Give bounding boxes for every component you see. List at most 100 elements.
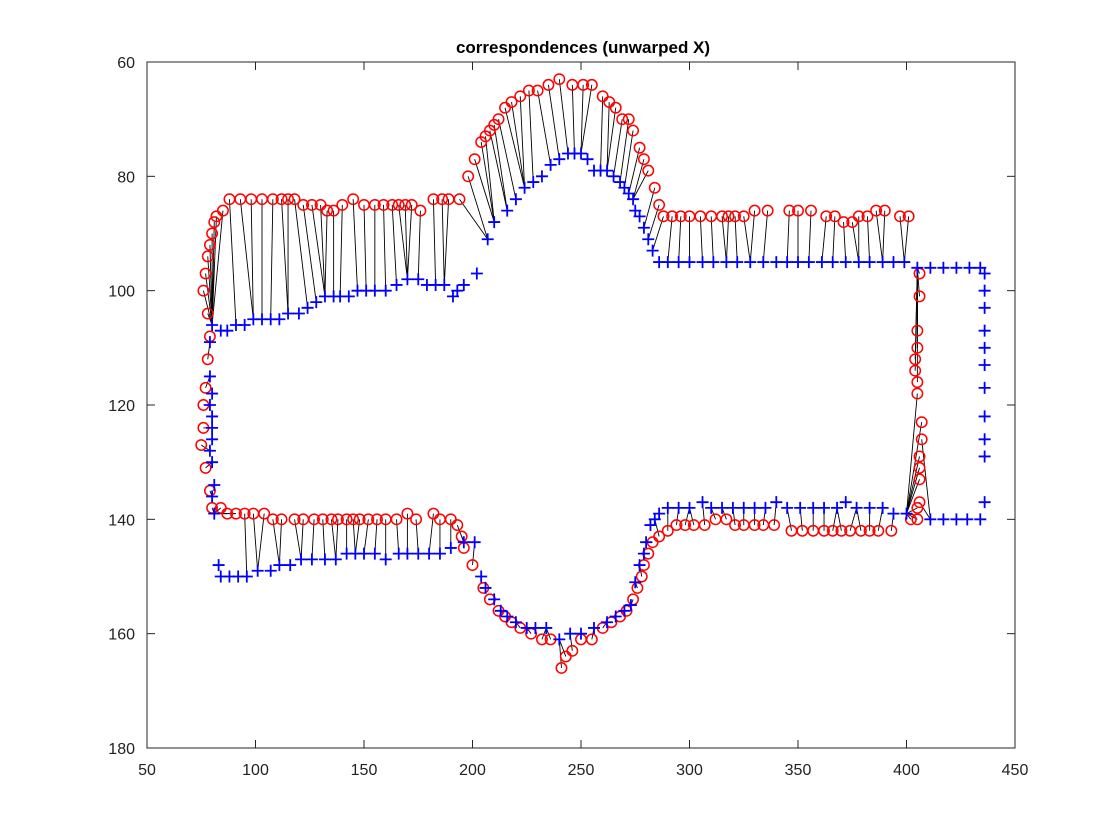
plus-point <box>284 559 297 572</box>
circle-point <box>679 519 692 531</box>
circle-point <box>852 210 865 223</box>
circle-point <box>453 193 466 206</box>
plus-point <box>488 216 501 229</box>
correspondence-line <box>558 79 569 154</box>
correspondence-line <box>322 519 326 560</box>
y-tick-label: 160 <box>108 627 135 644</box>
circle-point <box>648 181 661 194</box>
correspondence-line <box>205 273 213 326</box>
plus-point <box>683 501 696 514</box>
circle-point <box>401 507 414 520</box>
circle-point <box>414 204 427 217</box>
circle-point <box>909 353 922 366</box>
correspondence-line <box>906 507 918 515</box>
circle-point <box>305 198 318 211</box>
plus-point <box>273 559 286 572</box>
circle-point <box>197 284 210 297</box>
circle-point <box>911 387 924 400</box>
circle-point <box>275 193 288 206</box>
y-tick-label: 120 <box>108 398 135 415</box>
circle-point <box>716 210 728 223</box>
x-tick-label: 250 <box>568 762 595 779</box>
correspondence-line <box>906 393 918 514</box>
circle-point <box>885 524 898 537</box>
plus-point <box>863 501 876 514</box>
x-tick-label: 100 <box>242 762 269 779</box>
circle-point <box>642 164 655 177</box>
plus-point <box>379 553 392 566</box>
correspondence-line <box>489 130 508 211</box>
plus-point <box>540 621 553 634</box>
circle-point <box>783 204 796 217</box>
plus-point <box>961 513 974 526</box>
correspondence-line <box>281 199 289 314</box>
circle-point <box>737 210 750 223</box>
circle-point <box>282 193 294 206</box>
correspondence-line <box>519 96 526 188</box>
circle-point <box>327 204 340 217</box>
plus-point <box>924 261 937 274</box>
correspondence-line <box>250 199 254 320</box>
circle-point <box>203 238 216 251</box>
circle-point <box>308 513 321 526</box>
circle-point <box>553 73 566 86</box>
plus-point <box>544 158 557 171</box>
plus-point <box>212 559 225 572</box>
circle-point <box>670 519 683 531</box>
plus-point <box>781 501 794 514</box>
circle-point <box>913 496 926 509</box>
plus-point <box>876 256 889 269</box>
plus-point <box>807 501 820 514</box>
correspondence-line <box>417 210 421 280</box>
correspondence-line <box>459 198 489 240</box>
plus-series <box>203 147 991 646</box>
plus-point <box>379 284 392 297</box>
correspondence-line <box>270 199 274 320</box>
correspondence-line <box>441 199 445 285</box>
plus-point <box>950 261 963 274</box>
circle-point <box>371 513 383 526</box>
plus-point <box>203 370 216 383</box>
chart-title: correspondences (unwarped X) <box>456 38 710 57</box>
circle-point <box>828 210 841 223</box>
plus-point <box>479 581 492 594</box>
correspondence-line <box>300 519 304 560</box>
plus-point <box>672 256 685 269</box>
circle-point <box>336 198 349 211</box>
plus-point <box>240 570 253 583</box>
plus-point <box>978 301 991 314</box>
correspondence-line <box>821 216 827 263</box>
circle-point <box>258 507 271 520</box>
correspondence-line <box>244 513 248 577</box>
plus-point <box>206 421 219 434</box>
circle-series <box>195 73 928 674</box>
plus-point <box>488 593 501 606</box>
plus-point <box>444 541 457 554</box>
correspondence-line <box>613 119 623 177</box>
circle-point <box>275 513 288 526</box>
circle-point <box>332 513 344 526</box>
plus-point <box>481 233 494 246</box>
plus-point <box>203 399 216 411</box>
circle-point <box>661 524 674 537</box>
circle-point <box>585 78 598 91</box>
plus-point <box>518 181 531 194</box>
correspondence-line <box>498 119 517 200</box>
circle-point <box>911 513 924 526</box>
plus-point <box>208 507 221 520</box>
circle-point <box>266 513 279 526</box>
circle-point <box>542 78 555 91</box>
correspondence-line <box>352 199 358 291</box>
plus-point <box>705 501 718 514</box>
plus-point <box>757 256 770 269</box>
circle-point <box>505 96 518 108</box>
plus-point <box>672 501 685 514</box>
correspondence-line <box>311 204 326 297</box>
plus-point <box>301 301 314 314</box>
plus-point <box>527 176 540 189</box>
circle-point <box>230 507 242 520</box>
plus-point <box>640 536 653 549</box>
circle-point <box>635 570 648 583</box>
correspondence-line <box>580 84 593 154</box>
